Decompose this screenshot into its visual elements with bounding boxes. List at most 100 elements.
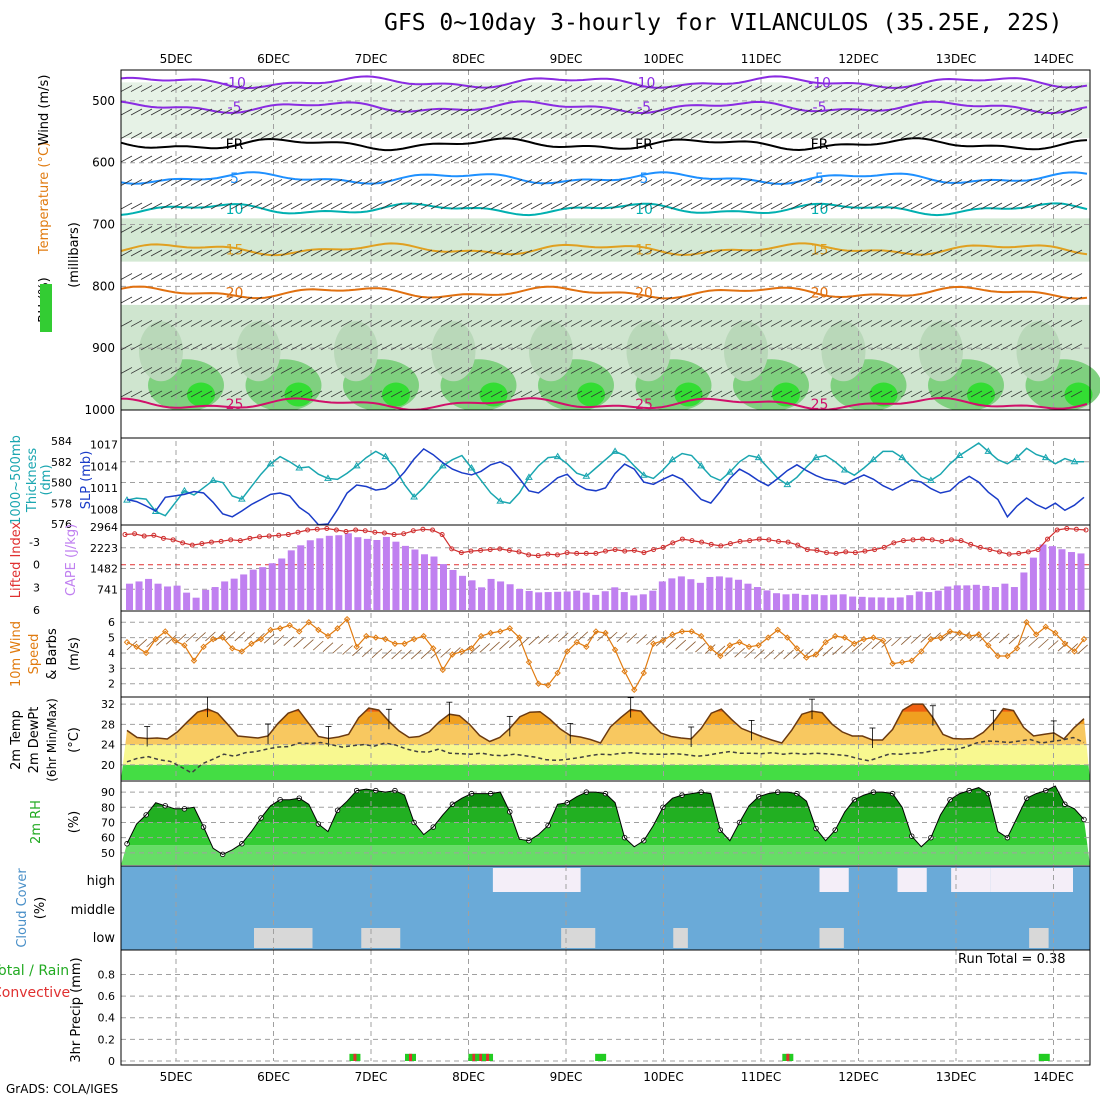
wind-barb <box>740 85 753 92</box>
wind-speed-marker <box>506 625 514 632</box>
wind-barb <box>190 108 203 116</box>
wind-barb <box>520 179 533 186</box>
wind-barb-10m <box>381 649 393 659</box>
wind-speed-marker <box>1004 652 1011 660</box>
wind-barb <box>630 226 643 233</box>
wind-barb <box>580 85 593 92</box>
wind-barb <box>880 85 893 92</box>
cape-bar <box>972 584 980 610</box>
high-cloud-gap <box>897 868 927 892</box>
wind-barb <box>340 320 353 327</box>
wind-barb <box>470 273 483 280</box>
wind-barb <box>670 390 683 398</box>
isotherm-label: 20 <box>226 286 244 302</box>
wind-speed-marker <box>257 635 265 643</box>
wind-barb <box>470 155 483 163</box>
cape-bar <box>991 587 999 610</box>
cape-bar <box>1010 587 1018 610</box>
wind-barb <box>700 390 713 398</box>
wind-barb <box>330 155 343 163</box>
wind-barb <box>150 390 163 398</box>
wind-barb <box>530 343 543 351</box>
wind-barb <box>630 367 643 374</box>
wind-barb <box>840 85 853 92</box>
wind-barb-10m <box>910 634 922 644</box>
wind-barb <box>710 202 723 210</box>
wind-barb <box>300 179 313 186</box>
wind-barb <box>340 296 353 304</box>
cape-bar <box>849 596 857 610</box>
wind-barb <box>690 343 703 351</box>
wind-barb <box>350 273 363 280</box>
wind-barb <box>690 273 703 280</box>
top-day-label: 13DEC <box>936 52 976 66</box>
wind-barb-10m <box>577 631 589 642</box>
cape-bar <box>354 537 362 610</box>
wind-barb <box>290 273 303 280</box>
wind-barb <box>690 226 703 233</box>
wind-barb <box>890 108 903 116</box>
cape-bar <box>287 550 295 610</box>
wind-barb <box>140 108 153 116</box>
wind-barb <box>420 179 433 186</box>
wind-barb <box>370 249 383 257</box>
wind-barb <box>700 179 713 186</box>
wind-barb <box>300 367 313 374</box>
wind-barb <box>560 155 573 163</box>
wind-barb <box>250 320 263 327</box>
wind-barb <box>210 296 223 304</box>
cape-bar <box>887 597 895 610</box>
cape-bar <box>563 591 571 610</box>
li-marker <box>439 532 445 538</box>
wind-barb <box>930 367 943 374</box>
wind-barb <box>960 343 973 351</box>
cape-bar <box>573 590 581 610</box>
wind-barb <box>810 273 823 280</box>
thickness-marker <box>726 468 734 475</box>
wind-barb <box>900 155 913 163</box>
wind-barb <box>800 320 813 327</box>
wind-barb <box>860 85 873 92</box>
wind-barb <box>440 226 453 233</box>
wind-barb <box>470 179 483 186</box>
wind-barb <box>820 226 833 233</box>
wind-barb <box>200 249 213 257</box>
wind-barb <box>620 367 633 374</box>
wind-barb <box>850 85 863 92</box>
wind-barb <box>400 343 413 351</box>
wind-barb <box>730 320 743 327</box>
wind-barb <box>910 179 923 186</box>
wind-barb <box>130 249 143 257</box>
wind-barb <box>810 226 823 233</box>
wind-barb <box>190 390 203 398</box>
wind-barb <box>510 132 523 139</box>
wind-barb <box>560 226 573 233</box>
wind-barb <box>380 390 393 398</box>
wind-barb <box>650 179 663 186</box>
wind-barb <box>400 108 413 116</box>
cape-bar <box>677 576 685 610</box>
wind-speed-marker <box>497 628 504 635</box>
wind-barb <box>170 249 183 257</box>
wind-barb <box>310 202 323 210</box>
wind-barb <box>970 390 983 398</box>
wind-barb-10m <box>763 649 775 660</box>
wind-barb <box>280 390 293 398</box>
wind-barb <box>930 202 943 210</box>
wind-speed-marker <box>717 652 724 660</box>
wind-barb <box>760 390 773 398</box>
wind-barb <box>720 202 733 210</box>
precip-convective-bar <box>786 1053 790 1061</box>
wind-barb-10m <box>156 636 167 646</box>
wind-barb <box>880 367 893 374</box>
wind-barb <box>720 85 733 92</box>
top-day-label: 9DEC <box>550 52 583 66</box>
wind-barb <box>980 202 993 210</box>
slp-tick-label: 1014 <box>90 460 118 473</box>
wind-barb <box>480 343 493 351</box>
wind-barb <box>600 296 613 304</box>
wind-barb <box>850 226 863 233</box>
wind-barb <box>790 367 803 374</box>
wind-barb <box>910 296 923 304</box>
wind-barb <box>170 296 183 304</box>
